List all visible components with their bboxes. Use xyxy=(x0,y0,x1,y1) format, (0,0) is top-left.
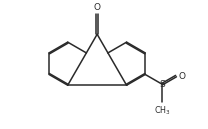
Text: S: S xyxy=(159,80,165,89)
Text: CH$_3$: CH$_3$ xyxy=(154,104,171,117)
Text: O: O xyxy=(94,3,101,12)
Text: O: O xyxy=(178,72,185,81)
